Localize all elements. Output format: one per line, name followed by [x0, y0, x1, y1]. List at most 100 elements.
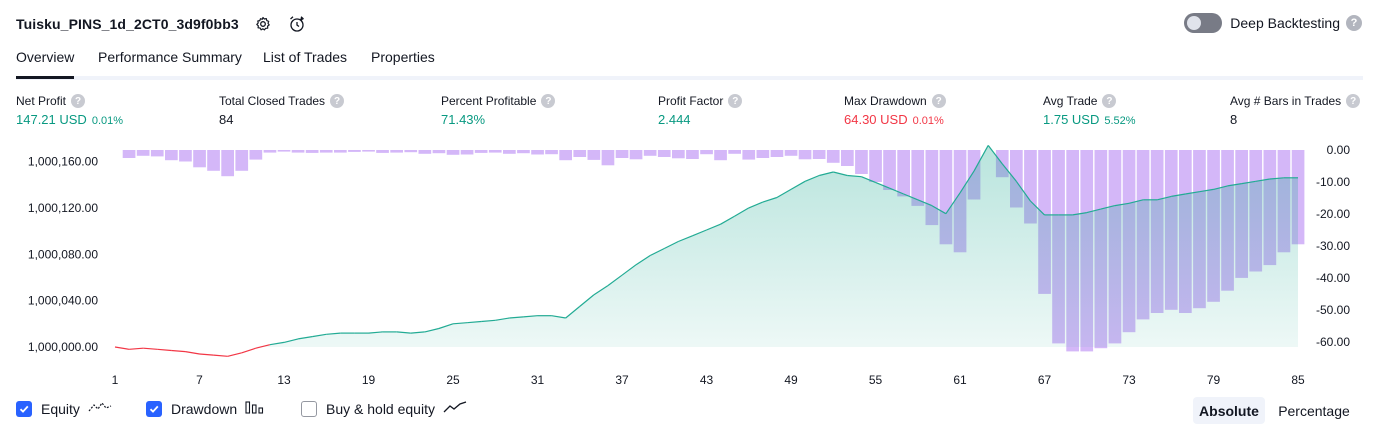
equity-line-segment — [973, 145, 989, 172]
metric-percent-profitable: Percent Profitable? 71.43% — [441, 94, 556, 127]
drawdown-bar — [122, 150, 136, 158]
percentage-toggle-button[interactable]: Percentage — [1278, 402, 1350, 419]
drawdown-label: Drawdown — [171, 400, 238, 417]
x-tick-label: 85 — [1291, 373, 1305, 387]
equity-line-segment — [368, 331, 383, 334]
x-tick-label: 43 — [700, 373, 714, 387]
y-right-tick-label: 0.00 — [1327, 143, 1351, 157]
tab-overview[interactable]: Overview — [16, 49, 75, 79]
equity-line-segment — [1199, 188, 1214, 193]
help-icon[interactable]: ? — [1346, 15, 1362, 31]
equity-line-segment — [1072, 212, 1087, 216]
equity-line-segment — [1086, 208, 1101, 214]
equity-line-segment — [833, 171, 848, 177]
info-icon[interactable]: ? — [541, 94, 556, 108]
drawdown-bar — [742, 150, 756, 160]
buy-hold-label: Buy & hold equity — [326, 400, 435, 417]
equity-line-segment — [861, 176, 876, 183]
equity-line-segment — [1001, 163, 1017, 182]
equity-line-segment — [1227, 183, 1242, 187]
metric-value: 84 — [219, 112, 234, 127]
equity-checkbox[interactable] — [16, 400, 32, 417]
info-icon[interactable]: ? — [71, 94, 86, 108]
drawdown-bar — [573, 150, 587, 157]
drawdown-bar — [277, 150, 291, 152]
drawdown-bar — [657, 150, 671, 157]
equity-line-segment — [241, 347, 256, 354]
drawdown-bar — [700, 150, 713, 155]
x-tick-label: 25 — [446, 373, 460, 387]
info-icon[interactable]: ? — [1102, 94, 1117, 108]
equity-line-segment — [438, 323, 454, 330]
drawdown-bar — [319, 150, 333, 153]
buy-hold-checkbox[interactable] — [301, 400, 317, 417]
equity-drawdown-chart[interactable]: 1,000,000.00 1,000,040.00 1,000,080.00 1,00… — [0, 140, 1379, 390]
tab-list-of-trades[interactable]: List of Trades — [263, 49, 348, 65]
tab-properties[interactable]: Properties — [371, 49, 435, 65]
drawdown-bar — [446, 150, 460, 155]
equity-label: Equity — [41, 400, 80, 417]
tab-performance-summary[interactable]: Performance Summary — [98, 49, 242, 65]
drawdown-bar — [249, 150, 263, 160]
equity-line-segment — [692, 229, 707, 237]
toggle-knob — [1187, 16, 1202, 30]
y-right-tick-label: -50.00 — [1316, 303, 1350, 317]
info-icon[interactable]: ? — [1346, 94, 1361, 108]
metric-label: Net Profit — [16, 94, 67, 108]
metric-label: Percent Profitable — [441, 94, 537, 108]
equity-line-segment — [931, 205, 947, 215]
equity-line-segment — [1171, 193, 1186, 197]
metric-avg-bars-in-trades: Avg # Bars in Trades? 8 — [1230, 94, 1361, 127]
equity-line-segment — [1029, 200, 1045, 216]
legend-equity[interactable]: Equity — [16, 400, 112, 417]
equity-line-segment — [565, 305, 581, 319]
metric-label: Avg Trade — [1043, 94, 1098, 108]
equity-line-segment — [269, 341, 285, 346]
equity-line-segment — [847, 174, 862, 178]
equity-line-segment — [1241, 180, 1256, 185]
deep-backtesting-toggle[interactable] — [1184, 13, 1223, 33]
y-left-tick-label: 1,000,080.00 — [28, 247, 98, 261]
equity-line-segment — [1114, 202, 1130, 207]
settings-icon[interactable] — [253, 14, 273, 34]
drawdown-bar — [291, 150, 305, 153]
drawdown-bar — [869, 150, 882, 182]
metric-value: 1.75 USD — [1043, 112, 1100, 127]
legend-drawdown[interactable]: Drawdown — [146, 400, 265, 417]
y-right-tick-label: -30.00 — [1316, 239, 1350, 253]
legend-buy-hold[interactable]: Buy & hold equity — [301, 400, 467, 417]
drawdown-bar — [334, 150, 347, 153]
metric-profit-factor: Profit Factor? 2.444 — [658, 94, 743, 127]
equity-line-segment — [1185, 191, 1200, 195]
equity-line-segment — [452, 322, 468, 325]
metric-percent: 0.01% — [91, 115, 124, 127]
equity-line-segment — [917, 199, 933, 207]
y-left-tick-label: 1,000,120.00 — [28, 201, 98, 215]
drawdown-bar — [826, 150, 840, 163]
equity-line-segment — [987, 145, 1003, 165]
equity-line-segment — [199, 353, 214, 356]
y-left-tick-label: 1,000,000.00 — [28, 340, 98, 354]
info-icon[interactable]: ? — [330, 94, 345, 108]
absolute-toggle-button[interactable]: Absolute — [1193, 397, 1265, 424]
equity-line-segment — [819, 171, 834, 177]
info-icon[interactable]: ? — [728, 94, 743, 108]
metric-percent: 0.01% — [912, 115, 944, 127]
equity-line-segment — [748, 201, 764, 209]
equity-line-segment — [1157, 195, 1172, 201]
metric-value: 8 — [1230, 112, 1238, 127]
add-alert-icon[interactable] — [287, 14, 307, 34]
drawdown-bar — [531, 150, 544, 155]
info-icon[interactable]: ? — [931, 94, 946, 108]
drawdown-checkbox[interactable] — [146, 400, 162, 417]
drawdown-bar — [798, 150, 812, 160]
equity-line-segment — [579, 294, 595, 307]
drawdown-bar — [911, 150, 925, 206]
drawdown-bar — [207, 150, 220, 171]
drawdown-bar — [770, 150, 784, 157]
x-tick-label: 61 — [953, 373, 967, 387]
x-tick-label: 1 — [112, 373, 119, 387]
metric-label: Avg # Bars in Trades — [1230, 94, 1342, 108]
equity-line-segment — [143, 347, 158, 350]
equity-line-segment — [1100, 205, 1116, 210]
